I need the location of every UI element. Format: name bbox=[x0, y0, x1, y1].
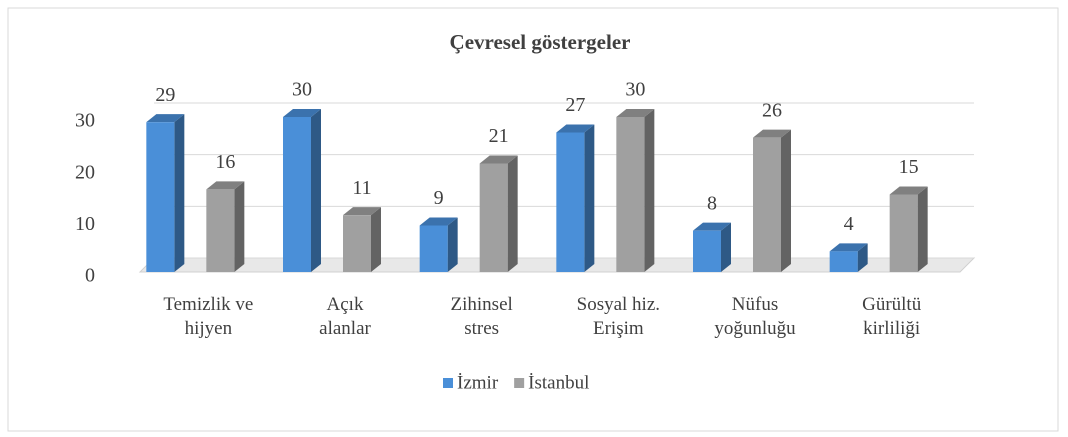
y-tick-label: 10 bbox=[75, 213, 95, 235]
bar bbox=[556, 132, 585, 272]
bar bbox=[419, 225, 448, 272]
bar bbox=[889, 194, 918, 272]
bar-top bbox=[419, 217, 458, 226]
bar bbox=[206, 189, 235, 272]
data-label: 27 bbox=[565, 94, 585, 116]
bar-top bbox=[753, 129, 791, 138]
bar bbox=[343, 215, 371, 272]
legend-marker bbox=[443, 378, 453, 388]
bar bbox=[616, 117, 645, 272]
bar-side bbox=[507, 155, 518, 272]
data-label: 4 bbox=[844, 213, 854, 235]
y-tick-label: 0 bbox=[85, 265, 95, 287]
legend-label: İstanbul bbox=[528, 372, 589, 393]
x-tick-label: Nüfus yoğunluğu bbox=[714, 294, 796, 339]
bar-top bbox=[206, 181, 245, 190]
chart-title: Çevresel göstergeler bbox=[450, 30, 631, 54]
bar-top bbox=[343, 207, 381, 216]
bar-top bbox=[283, 109, 321, 117]
bar-top bbox=[693, 222, 731, 231]
x-tick-label: Gürültü kirliliği bbox=[862, 294, 922, 339]
data-label: 29 bbox=[155, 84, 175, 106]
bar-side bbox=[447, 217, 458, 272]
bar-side bbox=[174, 114, 185, 273]
bar-top bbox=[556, 124, 595, 133]
x-tick-label: Sosyal hiz. Erişim bbox=[576, 294, 661, 339]
bar-side bbox=[311, 109, 321, 272]
x-tick-label: Açık alanlar bbox=[319, 294, 371, 339]
bar-side bbox=[371, 207, 381, 272]
bar bbox=[146, 122, 175, 273]
data-label: 9 bbox=[434, 187, 444, 209]
bar-side bbox=[584, 124, 595, 272]
bar bbox=[693, 230, 721, 272]
data-label: 11 bbox=[352, 177, 371, 199]
bar-top bbox=[889, 186, 928, 195]
data-label: 8 bbox=[707, 192, 717, 214]
bar-side bbox=[917, 186, 928, 272]
bar-side bbox=[781, 129, 791, 272]
data-label: 30 bbox=[292, 79, 312, 101]
bar-side bbox=[857, 243, 868, 272]
legend-label: İzmir bbox=[457, 372, 499, 393]
bar bbox=[479, 163, 508, 272]
bar bbox=[829, 251, 858, 272]
y-tick-label: 30 bbox=[75, 110, 95, 132]
x-tick-label: Temizlik ve hijyen bbox=[163, 294, 254, 339]
bar-top bbox=[616, 109, 655, 117]
bar-top bbox=[479, 155, 518, 164]
bar bbox=[283, 117, 311, 272]
data-label: 26 bbox=[762, 99, 782, 121]
bar bbox=[753, 137, 781, 272]
data-label: 16 bbox=[215, 151, 235, 173]
data-label: 15 bbox=[899, 156, 919, 178]
data-label: 21 bbox=[489, 125, 509, 147]
bar-side bbox=[644, 109, 655, 272]
x-tick-label: Zihinsel stres bbox=[450, 294, 513, 339]
bar-side bbox=[721, 222, 731, 272]
legend-marker bbox=[514, 378, 525, 388]
bar-side bbox=[234, 181, 245, 272]
bar-top bbox=[829, 243, 868, 252]
data-label: 30 bbox=[625, 79, 645, 101]
bar-top bbox=[146, 114, 185, 123]
y-tick-label: 20 bbox=[75, 161, 95, 183]
